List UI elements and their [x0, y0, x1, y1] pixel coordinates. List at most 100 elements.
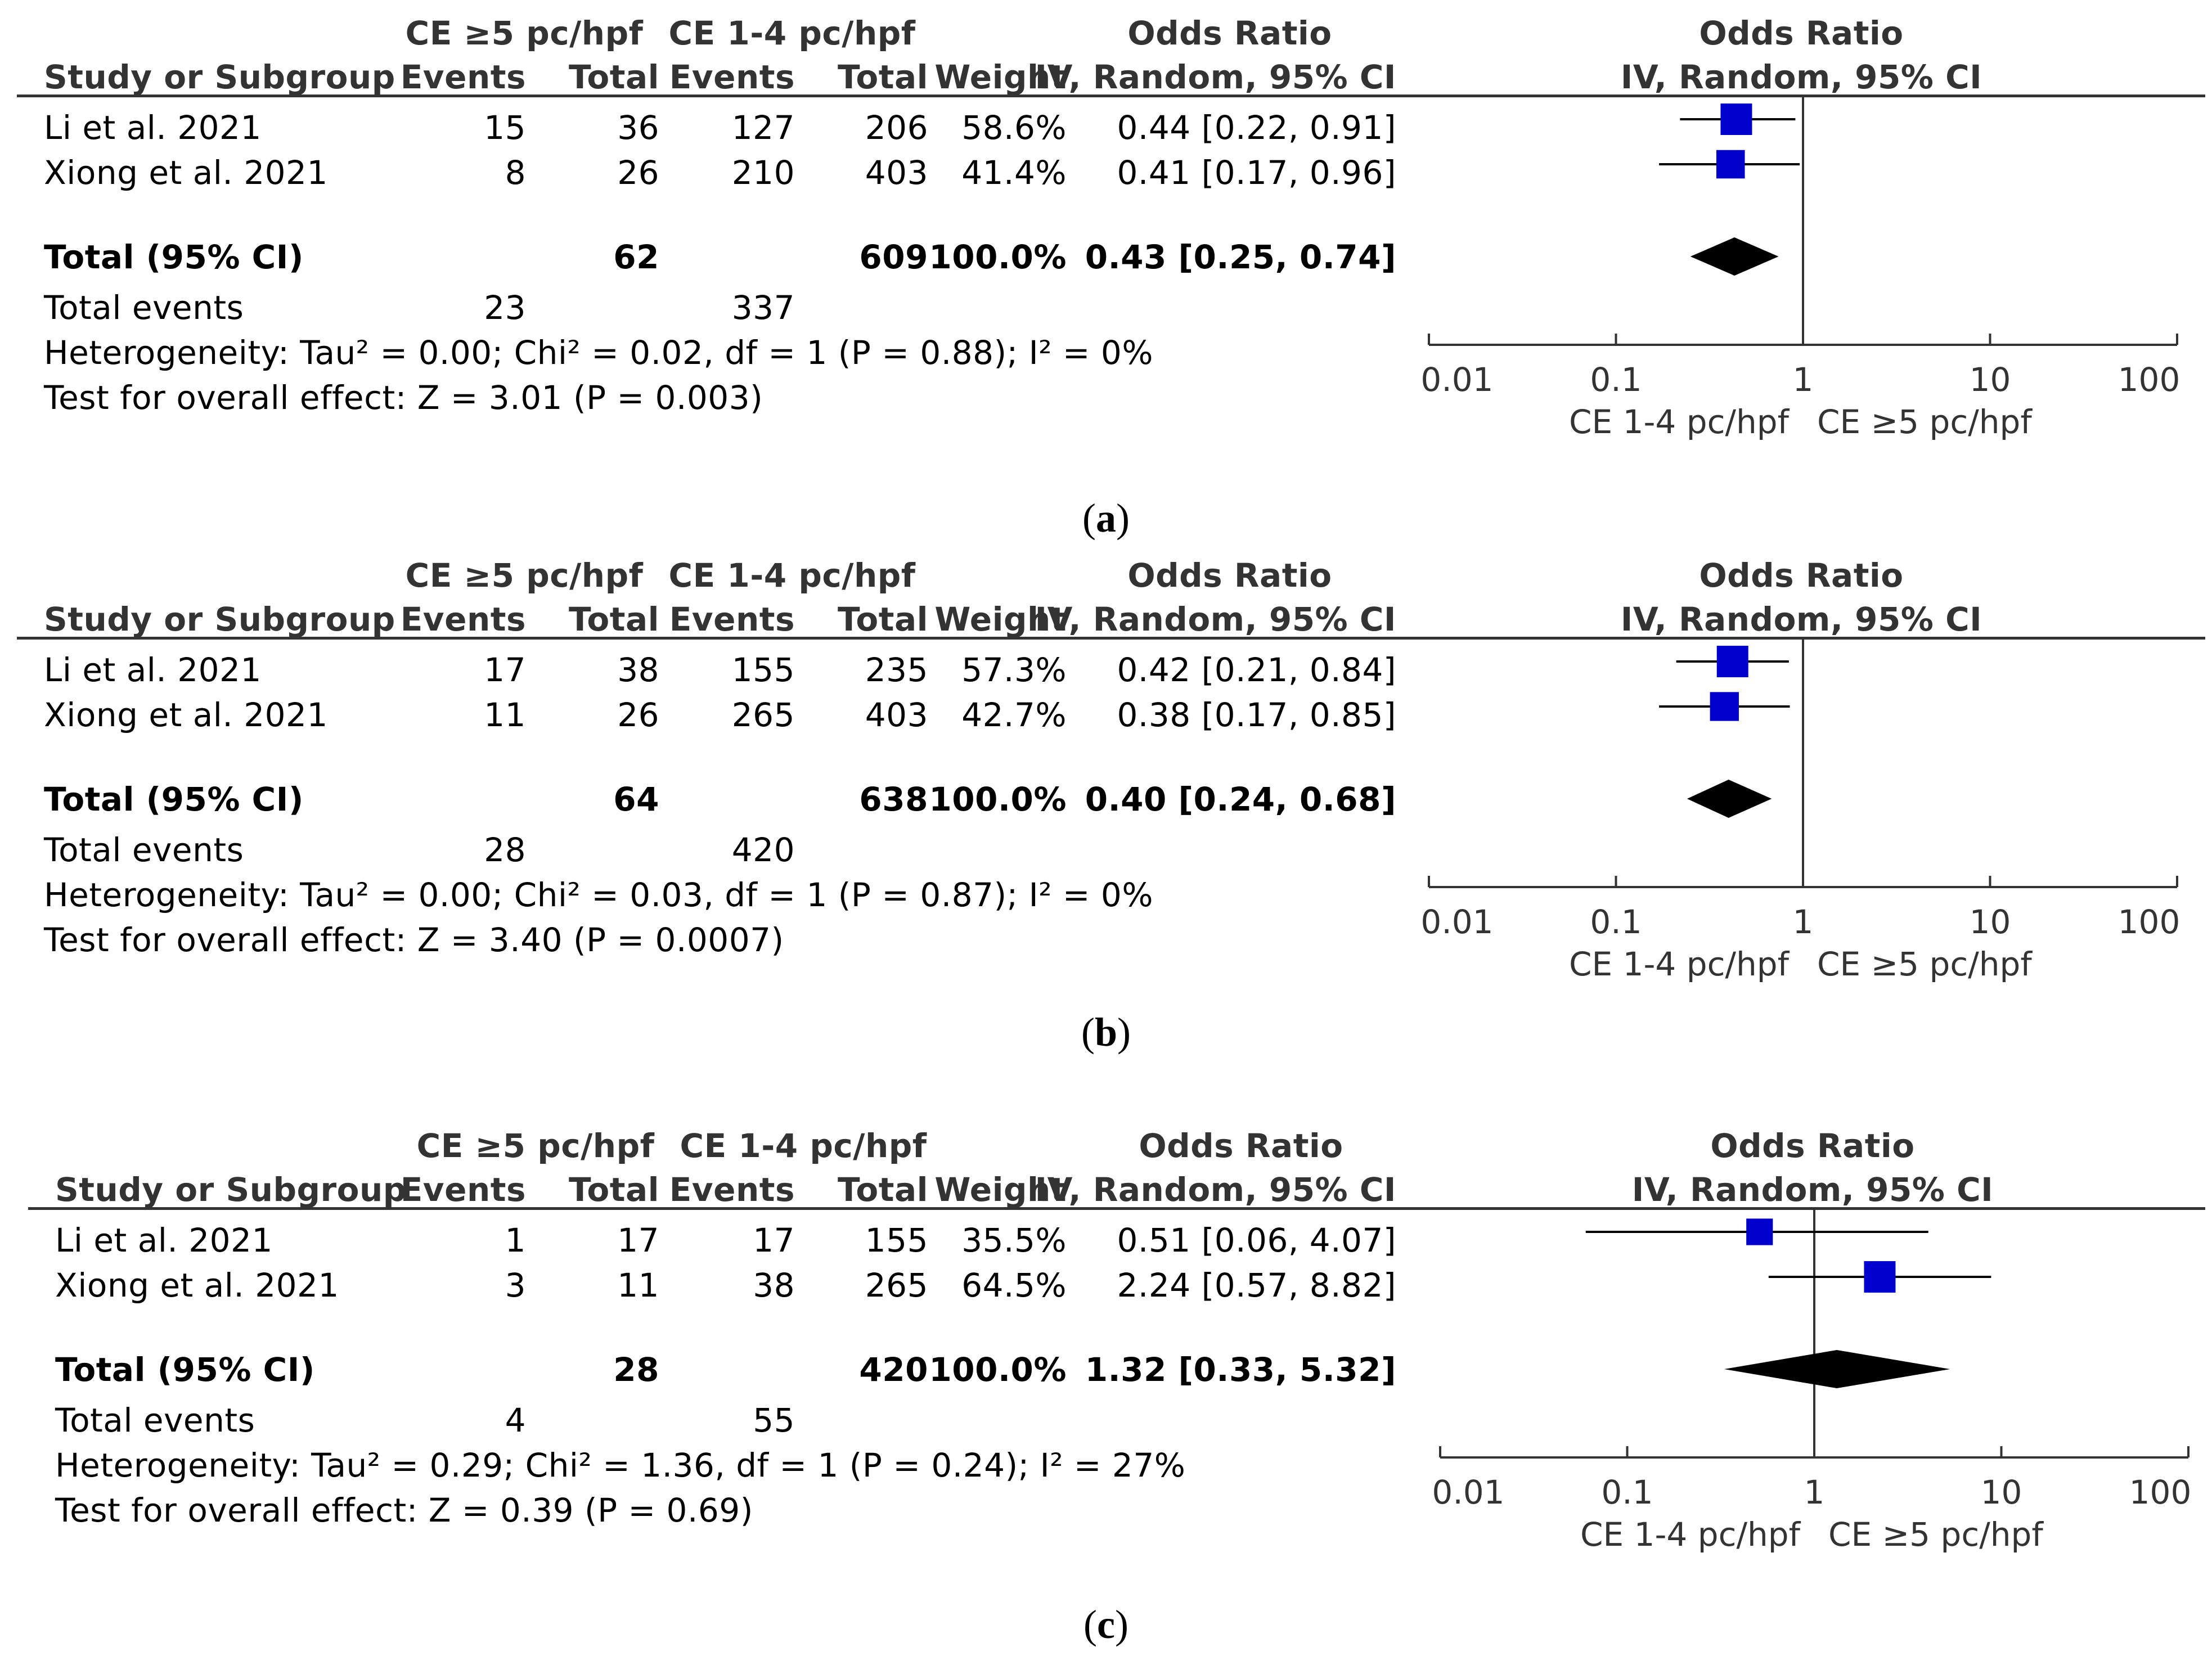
pooled-ci-value: 0.43 [0.25, 0.74]: [1085, 238, 1396, 276]
x-tick-label: 0.1: [1601, 1473, 1653, 1511]
total2-column-header: Total: [838, 1171, 928, 1209]
odds-ratio-plot-header: Odds Ratio: [1699, 556, 1904, 595]
x-tick-label: 10: [1970, 903, 2011, 941]
caption-letter: c: [1097, 1602, 1115, 1647]
weight-column-header: Weight: [934, 600, 1067, 638]
header-rule: [28, 1207, 2205, 1210]
total1-value: 17: [617, 1221, 659, 1259]
favours-right-label: CE ≥5 pc/hpf: [1828, 1515, 2044, 1554]
x-tick-label: 10: [1981, 1473, 2022, 1511]
total-events-group1: 28: [484, 831, 526, 869]
events2-value: 210: [731, 154, 795, 192]
odds-ratio-ci-value: 0.41 [0.17, 0.96]: [1117, 154, 1396, 192]
panel-caption: (c): [0, 1604, 2212, 1645]
total-events-label: Total events: [44, 831, 244, 869]
forest-plot-b: 0.01 0.1 1 10 100 CE 1-4 pc/hpf CE ≥5 pc/hpf: [1420, 637, 2180, 983]
total-events-group1: 4: [505, 1401, 526, 1439]
forest-panel-b: CE ≥5 pc/hpf CE 1-4 pc/hpf Odds Ratio Odds …: [0, 542, 2212, 1082]
total1-column-header: Total: [569, 1171, 659, 1209]
odds-ratio-table-header: Odds Ratio: [1127, 14, 1332, 52]
odds-ratio-table-header: Odds Ratio: [1127, 556, 1332, 595]
total-weight: 100.0%: [929, 780, 1067, 818]
panel-caption: (a): [0, 498, 2212, 538]
group2-header: CE 1-4 pc/hpf: [680, 1127, 927, 1165]
forest-panel-a: CE ≥5 pc/hpf CE 1-4 pc/hpf Odds Ratio Odds …: [0, 0, 2212, 540]
events1-column-header: Events: [400, 600, 526, 638]
pooled-diamond: [1690, 237, 1779, 276]
total-events-label: Total events: [55, 1401, 255, 1439]
group2-header: CE 1-4 pc/hpf: [668, 14, 916, 52]
study-name: Li et al. 2021: [55, 1221, 273, 1259]
group1-header: CE ≥5 pc/hpf: [416, 1127, 655, 1165]
overall-effect-text: Test for overall effect: Z = 3.40 (P = 0…: [44, 921, 784, 959]
heterogeneity-text: Heterogeneity: Tau² = 0.00; Chi² = 0.03,…: [44, 876, 1153, 914]
x-tick-label: 10: [1970, 361, 2011, 399]
total-weight: 100.0%: [929, 238, 1067, 276]
total2-sum: 420: [859, 1351, 928, 1389]
group1-header: CE ≥5 pc/hpf: [405, 556, 644, 595]
caption-letter: a: [1096, 496, 1116, 541]
study-column-header: Study or Subgroup: [44, 600, 395, 638]
x-tick-label: 100: [2118, 361, 2180, 399]
total1-column-header: Total: [569, 58, 659, 96]
total-ci-label: Total (95% CI): [44, 238, 304, 276]
total2-sum: 638: [859, 780, 928, 818]
odds-ratio-table-header: Odds Ratio: [1139, 1127, 1343, 1165]
events1-value: 8: [505, 154, 526, 192]
study-column-header: Study or Subgroup: [55, 1171, 407, 1209]
weight-value: 42.7%: [961, 696, 1067, 734]
total2-column-header: Total: [838, 58, 928, 96]
heterogeneity-text: Heterogeneity: Tau² = 0.00; Chi² = 0.02,…: [44, 334, 1153, 372]
odds-ratio-ci-value: 0.38 [0.17, 0.85]: [1117, 696, 1396, 734]
method-plot-header: IV, Random, 95% CI: [1620, 600, 1982, 638]
panel-caption: (b): [0, 1012, 2212, 1052]
study-point-square: [1716, 150, 1745, 179]
odds-ratio-plot-header: Odds Ratio: [1699, 14, 1904, 52]
total2-value: 235: [865, 651, 928, 689]
x-tick-label: 100: [2129, 1473, 2192, 1511]
forest-plot-a: 0.01 0.1 1 10 100 CE 1-4 pc/hpf CE ≥5 pc/hpf: [1420, 94, 2180, 441]
events2-value: 155: [731, 651, 795, 689]
events1-value: 11: [484, 696, 526, 734]
total-weight: 100.0%: [929, 1351, 1067, 1389]
x-tick-label: 0.1: [1590, 361, 1642, 399]
favours-left-label: CE 1-4 pc/hpf: [1580, 1515, 1801, 1554]
heterogeneity-text: Heterogeneity: Tau² = 0.29; Chi² = 1.36,…: [55, 1446, 1186, 1484]
total1-sum: 28: [613, 1351, 659, 1389]
header-rule: [17, 94, 2205, 97]
total-events-group1: 23: [484, 289, 526, 327]
caption-letter: b: [1094, 1010, 1118, 1055]
events1-value: 3: [505, 1266, 526, 1304]
study-name: Xiong et al. 2021: [44, 154, 328, 192]
total1-sum: 62: [613, 238, 659, 276]
x-tick-label: 0.1: [1590, 903, 1642, 941]
events2-column-header: Events: [669, 1171, 795, 1209]
pooled-diamond: [1724, 1350, 1950, 1388]
caption-close-paren: ): [1117, 1010, 1131, 1055]
method-table-header: IV, Random, 95% CI: [1035, 1171, 1396, 1209]
favours-left-label: CE 1-4 pc/hpf: [1569, 403, 1790, 441]
pooled-ci-value: 0.40 [0.24, 0.68]: [1085, 780, 1396, 818]
total2-value: 206: [865, 109, 928, 147]
total2-column-header: Total: [838, 600, 928, 638]
total1-value: 26: [617, 696, 659, 734]
overall-effect-text: Test for overall effect: Z = 3.01 (P = 0…: [44, 379, 763, 417]
odds-ratio-ci-value: 2.24 [0.57, 8.82]: [1117, 1266, 1396, 1304]
total1-value: 26: [617, 154, 659, 192]
method-plot-header: IV, Random, 95% CI: [1620, 58, 1982, 96]
caption-open-paren: (: [1081, 1010, 1095, 1055]
total2-value: 403: [865, 696, 928, 734]
weight-value: 58.6%: [961, 109, 1067, 147]
total-events-group2: 337: [731, 289, 795, 327]
favours-right-label: CE ≥5 pc/hpf: [1817, 403, 2033, 441]
events1-value: 17: [484, 651, 526, 689]
study-point-square: [1720, 104, 1752, 135]
favours-right-label: CE ≥5 pc/hpf: [1817, 945, 2033, 983]
pooled-diamond: [1687, 780, 1772, 818]
total1-column-header: Total: [569, 600, 659, 638]
study-point-square: [1746, 1218, 1773, 1245]
total-events-group2: 55: [753, 1401, 795, 1439]
x-tick-label: 0.01: [1420, 903, 1493, 941]
x-tick-label: 1: [1804, 1473, 1825, 1511]
study-name: Li et al. 2021: [44, 651, 262, 689]
